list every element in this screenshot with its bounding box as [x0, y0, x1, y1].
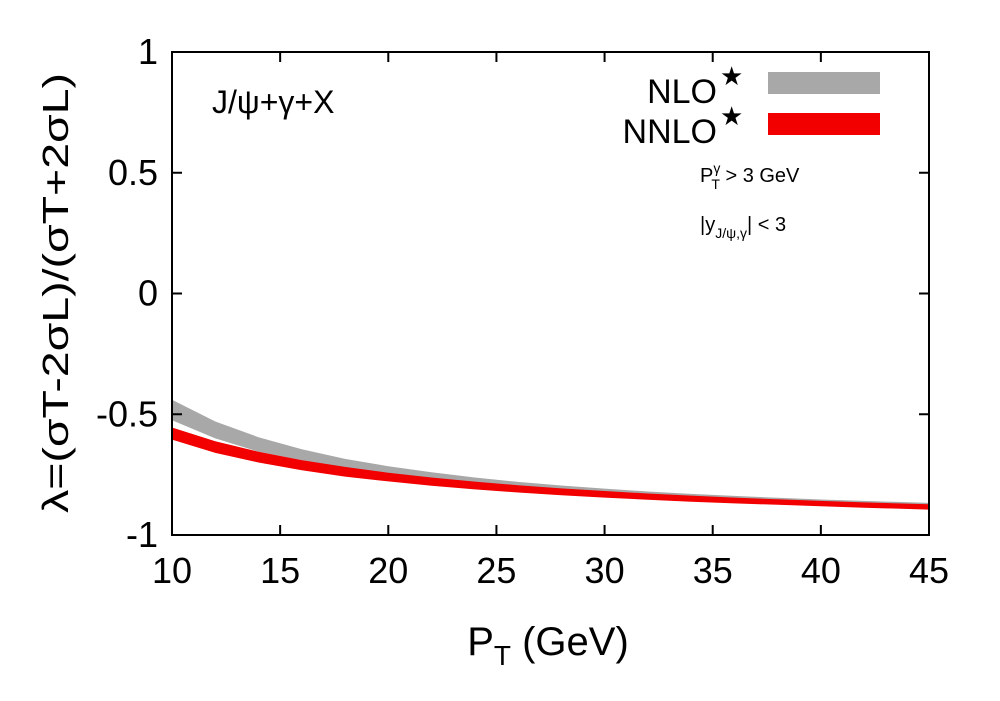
band-nnlo: [172, 427, 929, 510]
x-tick-label: 40: [801, 550, 841, 591]
cut-y-sub: J/ψ,γ: [715, 225, 747, 241]
x-axis-title: PT (GeV): [467, 620, 629, 671]
cut-rapidity: |yJ/ψ,γ| < 3: [700, 214, 786, 241]
cut-pt-gamma: Pγ T > 3 GeV: [700, 160, 800, 192]
legend-swatch-nlo: [768, 72, 880, 94]
x-axis-ticks: 10 15 20 25 30 35 40 45: [152, 52, 949, 591]
x-tick-label: 15: [260, 550, 300, 591]
cut-y-main: |y: [700, 214, 715, 236]
legend-label-nnlo: NNLO: [623, 113, 717, 151]
legend-label-nlo: NLO: [647, 73, 717, 111]
y-tick-label: -0.5: [96, 393, 158, 434]
process-label: J/ψ+γ+X: [212, 84, 334, 120]
cut-pt-sup: γ: [713, 160, 720, 176]
x-tick-label: 45: [909, 550, 949, 591]
x-tick-label: 30: [585, 550, 625, 591]
legend-marker-nnlo: ★: [720, 101, 743, 131]
x-tick-label: 20: [368, 550, 408, 591]
y-axis-title: λ=(σT-2σL)/(σT+2σL): [35, 73, 76, 513]
cut-pt-rest: > 3 GeV: [720, 165, 800, 187]
legend: NLO ★ NNLO ★: [623, 61, 880, 151]
y-axis-ticks: 1 0.5 0 -0.5 -1: [96, 31, 929, 555]
x-axis-title-unit: (GeV): [511, 620, 629, 664]
x-axis-title-sub: T: [494, 640, 511, 671]
x-axis-title-main: P: [467, 620, 494, 664]
series-bands: [172, 399, 929, 510]
cut-y-rest: | < 3: [747, 214, 786, 236]
x-tick-label: 35: [693, 550, 733, 591]
y-tick-label: 0: [138, 273, 158, 314]
cut-pt-main: P: [700, 165, 713, 187]
y-tick-label: -1: [126, 514, 158, 555]
legend-marker-nlo: ★: [720, 61, 743, 91]
cut-pt-sub: T: [711, 176, 720, 192]
y-tick-label: 0.5: [108, 152, 158, 193]
x-tick-label: 25: [476, 550, 516, 591]
x-tick-label: 10: [152, 550, 192, 591]
y-tick-label: 1: [138, 31, 158, 72]
legend-swatch-nnlo: [768, 113, 880, 135]
